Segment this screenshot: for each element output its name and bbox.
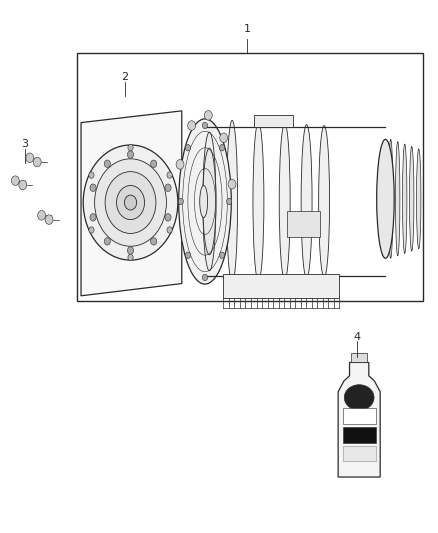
Ellipse shape [377,139,394,259]
Ellipse shape [417,149,421,249]
Bar [287,211,320,237]
Circle shape [165,184,171,191]
Circle shape [220,133,228,142]
Circle shape [165,214,171,221]
Circle shape [205,110,212,120]
Circle shape [19,180,27,190]
Bar [223,274,339,298]
Bar [254,116,293,127]
Ellipse shape [203,132,216,271]
Circle shape [127,247,134,254]
Circle shape [167,172,172,178]
Circle shape [185,144,191,151]
Bar [77,53,423,301]
Circle shape [104,160,110,167]
Ellipse shape [227,120,237,282]
Circle shape [89,172,94,178]
Circle shape [33,157,41,167]
Circle shape [11,176,19,185]
Circle shape [89,227,94,233]
Circle shape [83,145,178,260]
Bar [351,353,367,362]
Ellipse shape [396,142,400,256]
Circle shape [90,214,96,221]
Ellipse shape [318,126,330,277]
Circle shape [226,198,232,205]
Circle shape [105,172,156,233]
Circle shape [178,198,184,205]
Circle shape [188,121,196,131]
Bar [343,427,376,443]
Polygon shape [338,362,380,477]
Ellipse shape [301,125,312,278]
Ellipse shape [179,119,231,284]
Circle shape [202,274,208,281]
Circle shape [167,227,172,233]
Circle shape [38,211,46,220]
Ellipse shape [389,139,393,259]
Text: 1: 1 [244,25,251,34]
Circle shape [124,195,137,210]
Ellipse shape [410,147,414,251]
Text: 4: 4 [353,332,360,342]
Ellipse shape [403,144,407,254]
Circle shape [90,184,96,191]
Circle shape [219,252,225,259]
Circle shape [185,252,191,259]
Ellipse shape [279,123,290,280]
Circle shape [228,180,236,189]
Text: 2: 2 [121,72,128,82]
Polygon shape [81,111,182,296]
Ellipse shape [344,385,374,410]
Circle shape [176,159,184,169]
Circle shape [151,238,157,245]
Circle shape [127,151,134,158]
Ellipse shape [203,148,216,255]
Circle shape [128,144,133,151]
Circle shape [45,215,53,224]
Circle shape [117,185,145,220]
Circle shape [95,159,166,246]
Circle shape [202,122,208,128]
Circle shape [104,238,110,245]
Ellipse shape [253,122,264,281]
Circle shape [128,254,133,261]
Circle shape [219,144,225,151]
Ellipse shape [200,185,208,217]
Bar [343,446,376,461]
Circle shape [151,160,157,167]
Circle shape [26,153,34,163]
Bar [343,408,376,424]
Text: 3: 3 [21,139,28,149]
